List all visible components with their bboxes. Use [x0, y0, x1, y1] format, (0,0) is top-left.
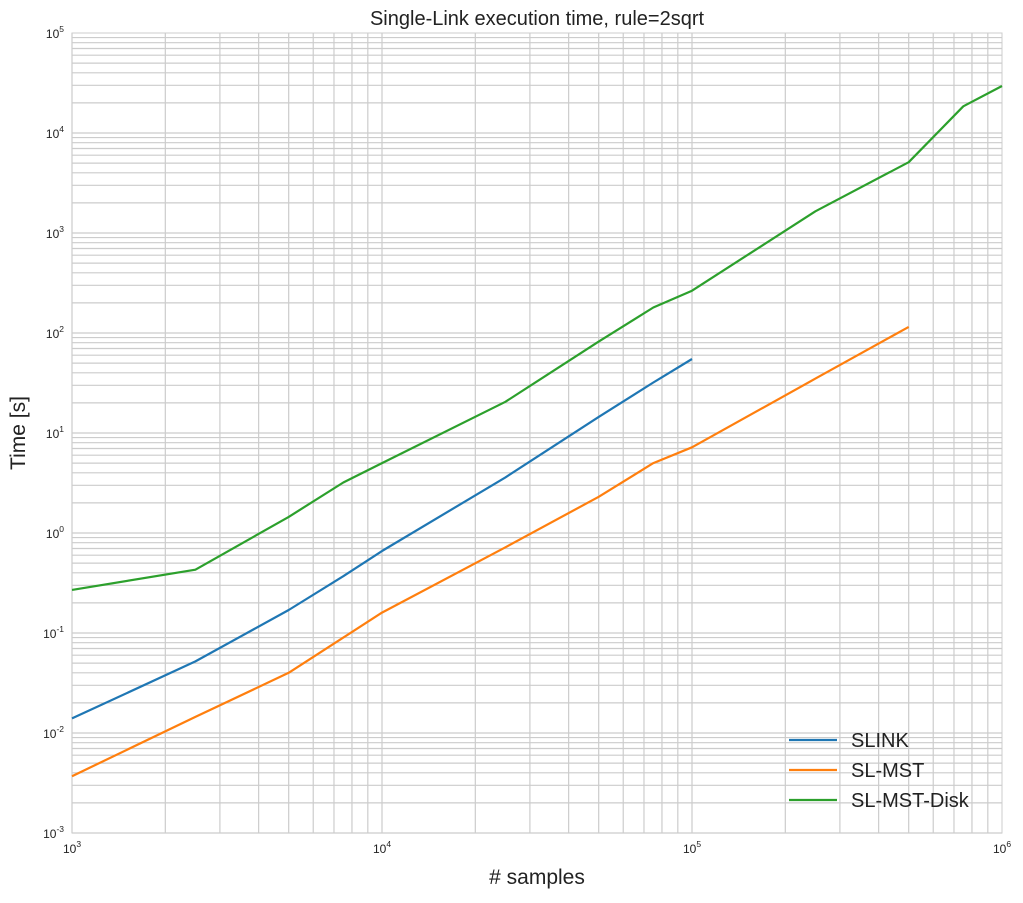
legend-label-sl-mst: SL-MST: [851, 760, 924, 782]
y-tick-label: 100: [46, 524, 64, 541]
y-tick-label: 102: [46, 324, 64, 341]
x-tick-label: 103: [63, 839, 81, 856]
y-tick-label: 10-2: [43, 724, 64, 741]
y-axis-label: Time [s]: [7, 396, 30, 470]
series-layer: [71, 85, 1003, 778]
chart-title: Single-Link execution time, rule=2sqrt: [370, 8, 705, 30]
legend: SLINK SL-MST SL-MST-Disk: [789, 730, 970, 812]
legend-label-slink: SLINK: [851, 730, 909, 752]
x-tick-label: 104: [373, 839, 391, 856]
x-axis-label: # samples: [489, 866, 585, 889]
series-line-slink: [71, 358, 693, 720]
x-tick-labels: 103 104 105 106: [63, 839, 1011, 856]
y-tick-label: 103: [46, 224, 64, 241]
y-tick-label: 10-1: [43, 624, 64, 641]
x-tick-label: 105: [683, 839, 701, 856]
y-tick-label: 105: [46, 24, 64, 41]
legend-label-sl-mst-disk: SL-MST-Disk: [851, 790, 970, 812]
x-tick-label: 106: [993, 839, 1011, 856]
series-line-sl-mst-disk: [71, 85, 1003, 591]
y-tick-label: 101: [46, 424, 64, 441]
y-tick-labels: 10-3 10-2 10-1 100 101 102 103 104 105: [43, 24, 64, 841]
plot-frame: [71, 32, 1003, 834]
y-tick-label: 104: [46, 124, 64, 141]
grid: [71, 33, 1002, 834]
series-line-sl-mst: [71, 325, 910, 778]
y-tick-label: 10-3: [43, 824, 64, 841]
